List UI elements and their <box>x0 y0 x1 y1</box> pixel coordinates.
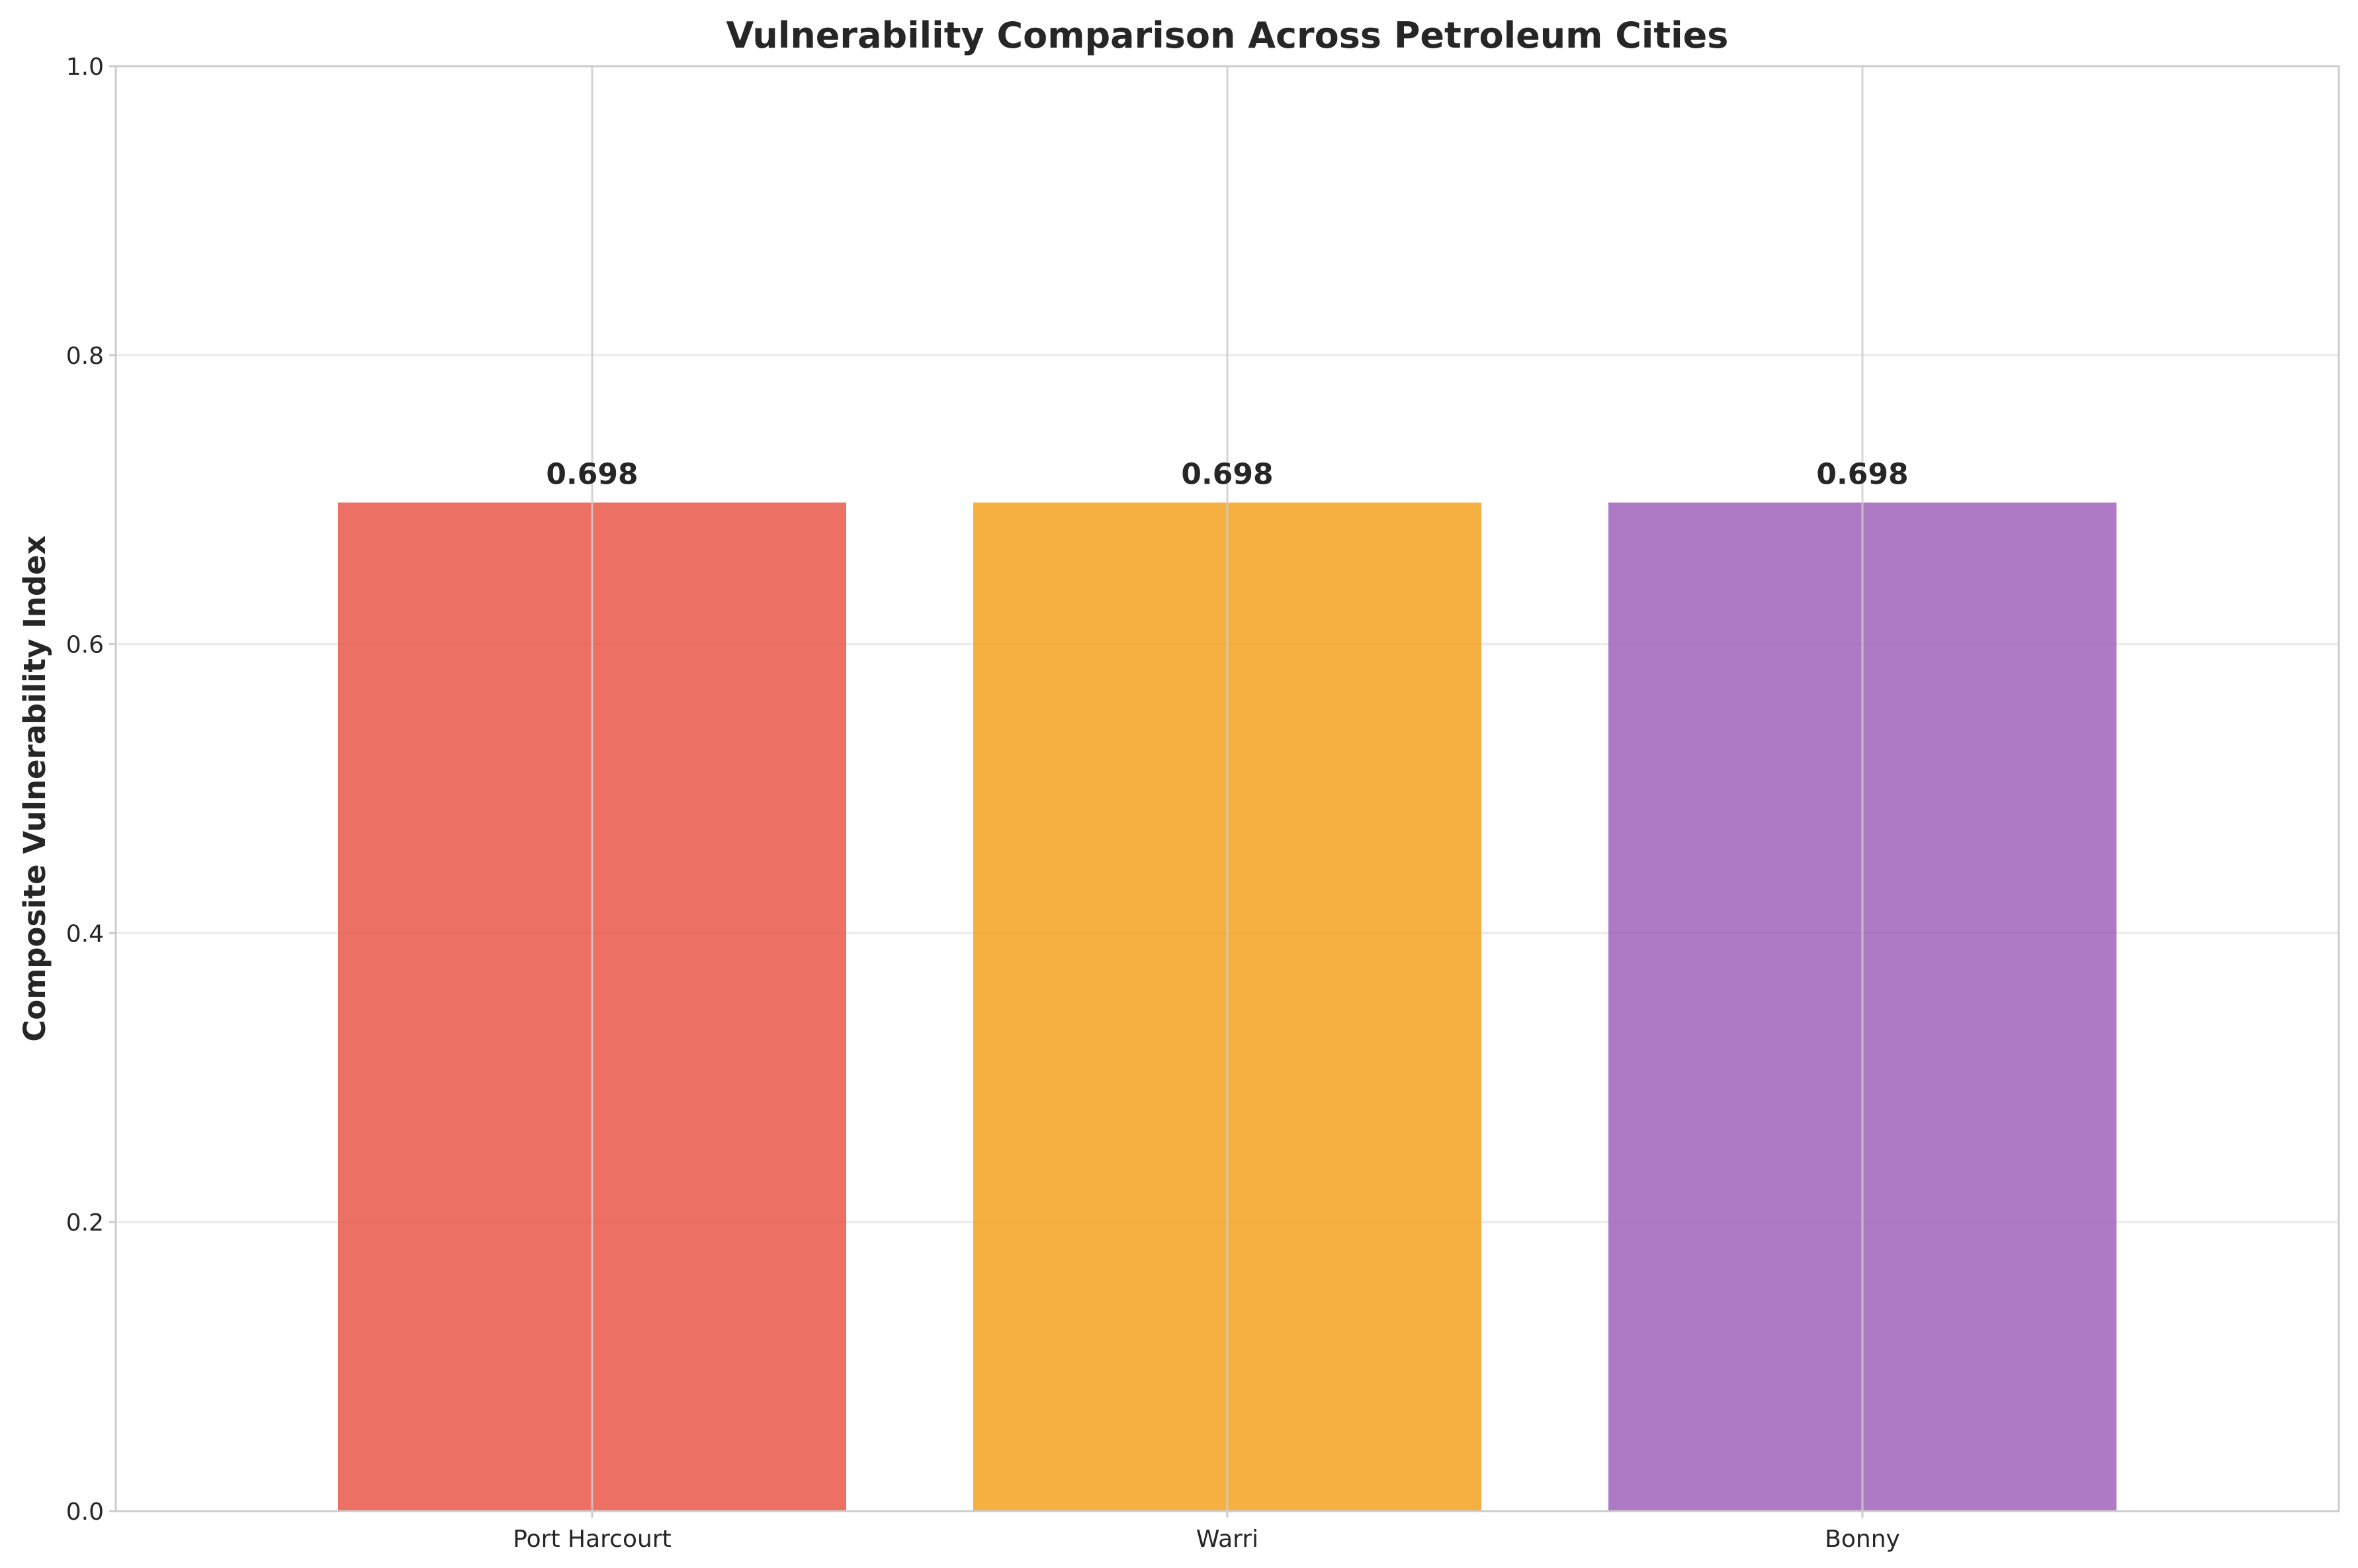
y-axis-label: Composite Vulnerability Index <box>17 535 52 1041</box>
vertical-grid-lines <box>591 66 1864 1511</box>
bar-value-label: 0.698 <box>1816 458 1908 492</box>
data-labels: 0.698 0.698 0.698 <box>546 458 1908 492</box>
y-tick-label: 0.2 <box>66 1209 104 1237</box>
x-tick-label: Port Harcourt <box>513 1526 672 1553</box>
y-tick-label: 0.6 <box>66 632 104 659</box>
bar-value-label: 0.698 <box>1181 458 1273 492</box>
y-tick-label: 1.0 <box>66 54 104 81</box>
x-axis-ticks: Port Harcourt Warri Bonny <box>513 1511 1900 1553</box>
chart-title: Vulnerability Comparison Across Petroleu… <box>726 15 1729 56</box>
y-tick-label: 0.0 <box>66 1499 104 1526</box>
x-tick-label: Bonny <box>1825 1526 1900 1553</box>
bar-value-label: 0.698 <box>546 458 638 492</box>
y-tick-label: 0.8 <box>66 343 104 370</box>
x-tick-label: Warri <box>1196 1526 1258 1553</box>
y-tick-label: 0.4 <box>66 920 104 947</box>
y-axis-ticks: 0.0 0.2 0.4 0.6 0.8 1.0 <box>66 54 116 1526</box>
